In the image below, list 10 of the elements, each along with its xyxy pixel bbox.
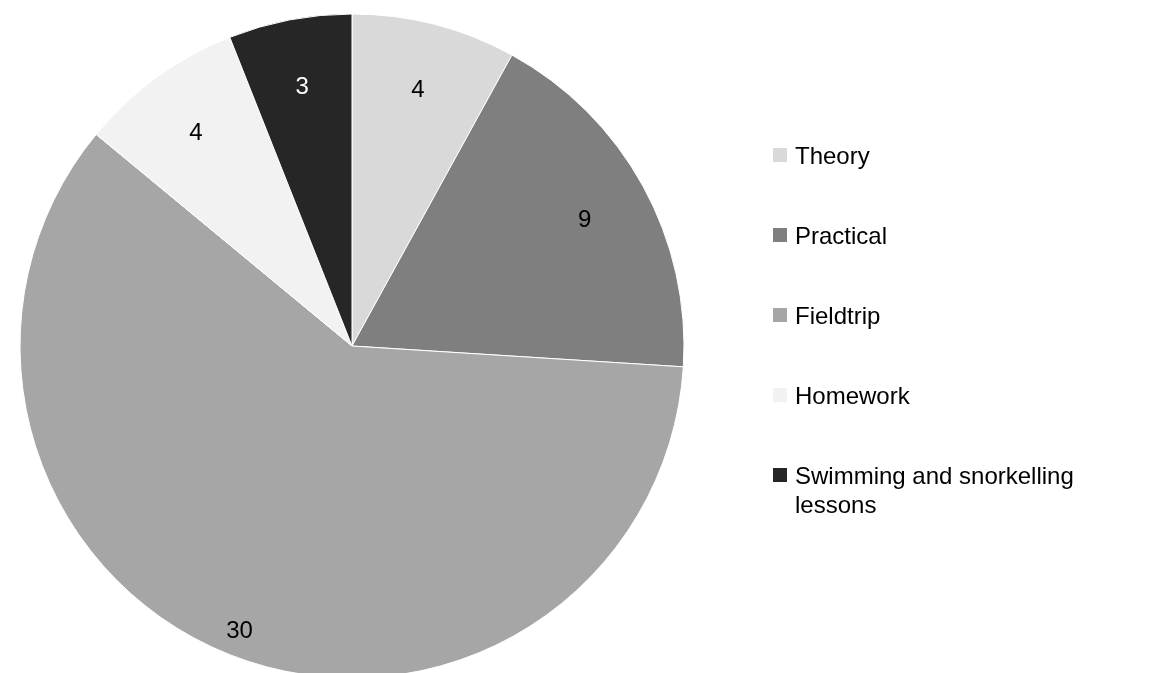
data-label: 3 xyxy=(295,71,309,99)
legend-label: Fieldtrip xyxy=(795,301,881,329)
legend-label: Theory xyxy=(795,141,870,169)
data-label: 4 xyxy=(189,117,203,145)
legend-label: Practical xyxy=(795,221,888,249)
data-label: 30 xyxy=(226,616,253,644)
legend-label: Swimming and snorkelling lessons xyxy=(795,461,1074,518)
legend-label: Homework xyxy=(795,381,911,409)
data-label: 9 xyxy=(578,204,592,232)
data-label: 4 xyxy=(411,75,425,103)
